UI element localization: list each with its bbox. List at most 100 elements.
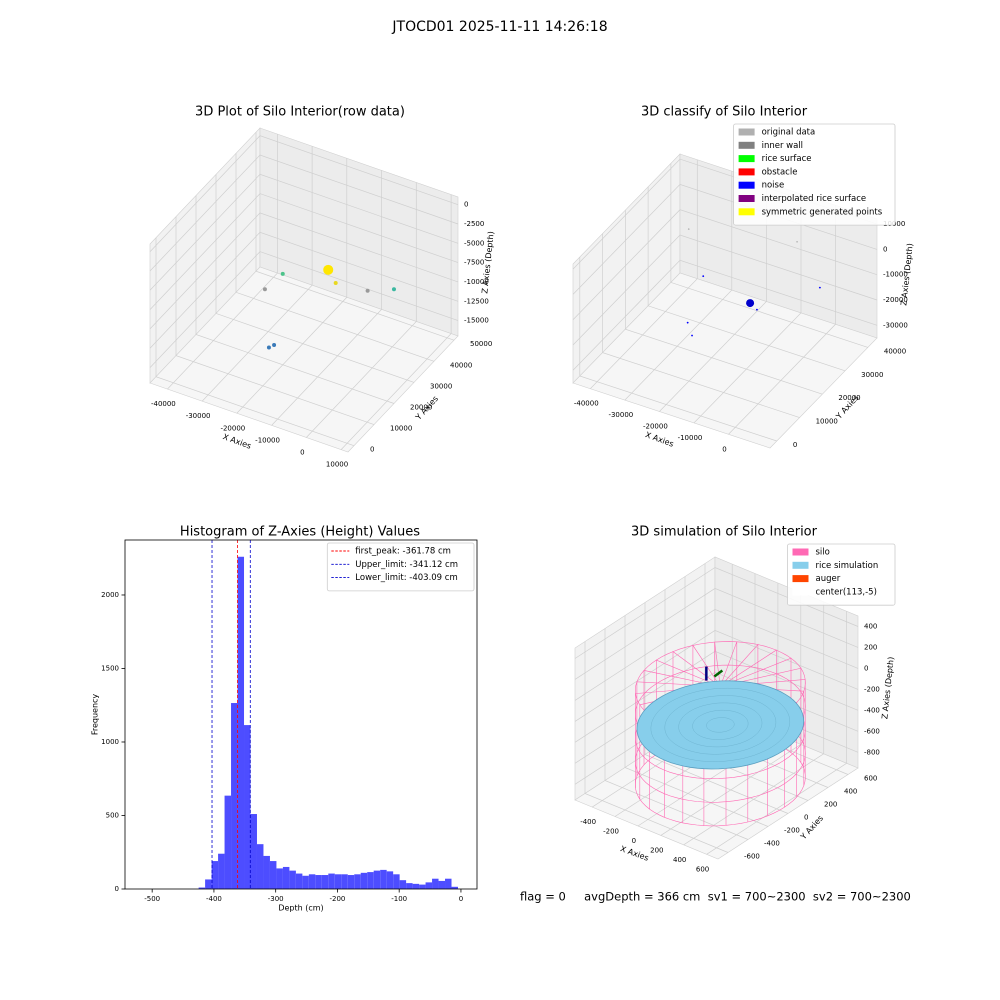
y-tick-label: 20000: [410, 403, 432, 411]
histogram-bar: [218, 853, 225, 889]
histogram-bar: [347, 875, 355, 889]
chart-title: 3D Plot of Silo Interior(row data): [195, 105, 405, 120]
grid-line: [574, 567, 859, 659]
figure-title: JTOCD01 2025-11-11 14:26:18: [391, 19, 607, 35]
x-tick-label: -10000: [255, 436, 280, 444]
grid-line: [683, 601, 825, 846]
legend-swatch: [738, 155, 755, 163]
z-tick-label: -200: [864, 685, 880, 693]
y-tick-label: 50000: [470, 340, 492, 348]
x-tick-label: -40000: [151, 400, 176, 408]
axes-frame: [124, 539, 478, 890]
y-tick-label: 2000: [101, 591, 119, 599]
legend-label: rice surface: [762, 154, 812, 164]
y-tick-label: 0: [793, 441, 797, 449]
y-tick-label: 30000: [430, 382, 452, 390]
z-tick-label: -10000: [883, 271, 908, 279]
y-tick-label: 1500: [101, 664, 119, 672]
x-tick-label: 0: [459, 895, 463, 903]
histogram-bar: [386, 871, 394, 889]
grid-line: [574, 609, 859, 701]
point: [262, 287, 267, 292]
grid-line: [604, 628, 749, 840]
legend-swatch: [738, 181, 755, 189]
grid-line: [693, 193, 802, 424]
histogram-bar: [373, 870, 381, 889]
histogram-bar: [308, 874, 316, 889]
y-tick-label: 600: [864, 775, 877, 783]
x-tick-label: 200: [650, 846, 663, 854]
legend-swatch: [738, 168, 755, 176]
y-tick-label: 20000: [838, 394, 860, 402]
chart-title: Histogram of Z-Axies (Height) Values: [180, 525, 420, 540]
rice-mesh: [678, 702, 763, 748]
histogram-bar: [451, 886, 458, 889]
point: [686, 321, 689, 324]
x-tick-label: 0: [300, 448, 304, 456]
y-tick-label: 0: [804, 814, 808, 822]
grid-line: [574, 630, 859, 722]
z-tick-label: -12500: [464, 297, 489, 305]
x-tick-label: -10000: [678, 434, 703, 442]
histogram-bar: [231, 703, 238, 889]
grid-line: [647, 186, 846, 372]
point: [333, 281, 338, 286]
point: [391, 287, 396, 292]
point: [365, 288, 370, 293]
x-tick-label: 0: [632, 837, 636, 845]
legend-label: obstacle: [762, 167, 798, 177]
x-tick-label: -40000: [574, 400, 599, 408]
auger: [713, 669, 724, 678]
plot-area: [125, 540, 477, 889]
histogram-bar: [244, 725, 251, 889]
histogram-bar: [432, 878, 439, 889]
y-tick-label: 0: [115, 885, 119, 893]
z-tick-label: 0: [464, 201, 468, 209]
legend-label: inner wall: [762, 141, 803, 151]
x-tick-label: 0: [722, 445, 726, 453]
point: [756, 308, 758, 311]
grid-line: [579, 257, 777, 442]
grid-line: [706, 611, 847, 855]
legend-swatch: [792, 561, 809, 569]
legend-label: noise: [762, 181, 785, 191]
rice-mesh: [664, 695, 777, 755]
z-tick-label: -800: [864, 748, 880, 756]
grid-line: [624, 171, 733, 401]
grid-line: [624, 615, 769, 827]
legend-swatch: [738, 208, 755, 216]
x-tick-label: -400: [206, 895, 222, 903]
status-footer: flag = 0 avgDepth = 366 cm sv1 = 700~230…: [520, 890, 911, 904]
histogram-bar: [250, 814, 257, 889]
floor-pane: [149, 266, 459, 453]
legend-label: Lower_limit: -403.09 cm: [355, 573, 457, 583]
point: [702, 275, 705, 278]
y-tick-label: 40000: [884, 347, 906, 355]
grid-line: [572, 259, 878, 371]
x-tick-label: -300: [268, 895, 284, 903]
x-axis-label: Depth (cm): [278, 904, 323, 913]
x-tick-label: -20000: [643, 423, 668, 431]
histogram-bar: [276, 868, 283, 889]
legend-swatch: [792, 588, 809, 596]
floor-pane: [572, 272, 878, 449]
histogram-bar: [211, 861, 219, 889]
y-tick-label: 200: [824, 801, 837, 809]
legend-swatch: [738, 195, 755, 202]
x-tick-label: -200: [603, 828, 619, 836]
histogram-bar: [380, 869, 387, 889]
histogram-bar: [315, 875, 322, 889]
x-tick-label: -400: [580, 818, 596, 826]
x-tick-label: 600: [696, 865, 709, 873]
point: [272, 342, 277, 347]
rice-mesh: [692, 710, 749, 740]
y-tick-label: -400: [764, 840, 780, 848]
histogram-bar: [205, 879, 212, 889]
z-tick-label: -30000: [883, 321, 908, 329]
grid-line: [572, 234, 878, 346]
histogram-bar: [406, 883, 413, 889]
point: [818, 286, 821, 289]
grid-line: [149, 154, 459, 272]
legend-label: center(113,-5): [816, 587, 877, 597]
point: [266, 345, 271, 350]
